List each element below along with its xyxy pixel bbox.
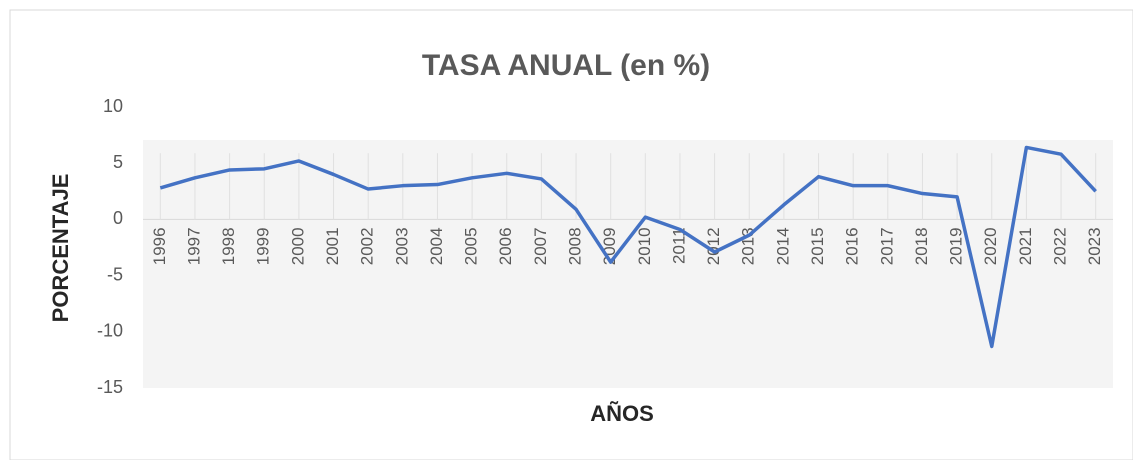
y-tick-label: 0 [113, 208, 123, 228]
x-tick-label: 1999 [254, 227, 273, 265]
x-tick-label: 2008 [566, 227, 585, 265]
y-tick-label: -15 [97, 377, 123, 397]
x-tick-label: 2011 [669, 227, 688, 264]
x-tick-label: 2023 [1085, 227, 1104, 265]
line-series [159, 145, 1097, 349]
x-tick-label: 2022 [1051, 227, 1070, 265]
x-tick-label: 2007 [531, 227, 550, 265]
y-tick-label: 5 [113, 152, 123, 172]
x-axis-label: AÑOS [590, 401, 654, 426]
x-tick-label: 2020 [981, 227, 1000, 265]
x-tick-label: 1996 [150, 227, 169, 265]
x-tick-label: 2019 [947, 227, 966, 265]
x-tick-label: 1998 [219, 227, 238, 265]
x-tick-label: 2006 [496, 227, 515, 265]
x-tick-label: 2018 [912, 227, 931, 265]
y-tick-label: 10 [103, 96, 123, 116]
x-tick-label: 2012 [704, 227, 723, 265]
x-tick-label: 2005 [462, 227, 481, 265]
y-tick-label: -10 [97, 321, 123, 341]
plot-background [143, 140, 1113, 388]
chart-title: TASA ANUAL (en %) [422, 49, 710, 82]
x-tick-label: 2013 [739, 227, 758, 265]
x-tick-label: 1997 [184, 227, 203, 265]
x-tick-label: 2002 [358, 227, 377, 265]
x-tick-label: 2016 [843, 227, 862, 265]
x-tick-label: 2000 [288, 227, 307, 265]
x-tick-label: 2021 [1016, 227, 1035, 265]
y-axis-label: PORCENTAJE [48, 174, 73, 323]
x-tick-label: 2017 [877, 227, 896, 265]
x-tick-label: 2014 [773, 227, 792, 265]
x-tick-label: 2015 [808, 227, 827, 265]
x-tick-label: 2004 [427, 227, 446, 265]
x-tick-label: 2003 [392, 227, 411, 265]
x-tick-label: 2010 [635, 227, 654, 265]
x-tick-label: 2001 [323, 227, 342, 265]
y-tick-label: -5 [107, 264, 123, 284]
